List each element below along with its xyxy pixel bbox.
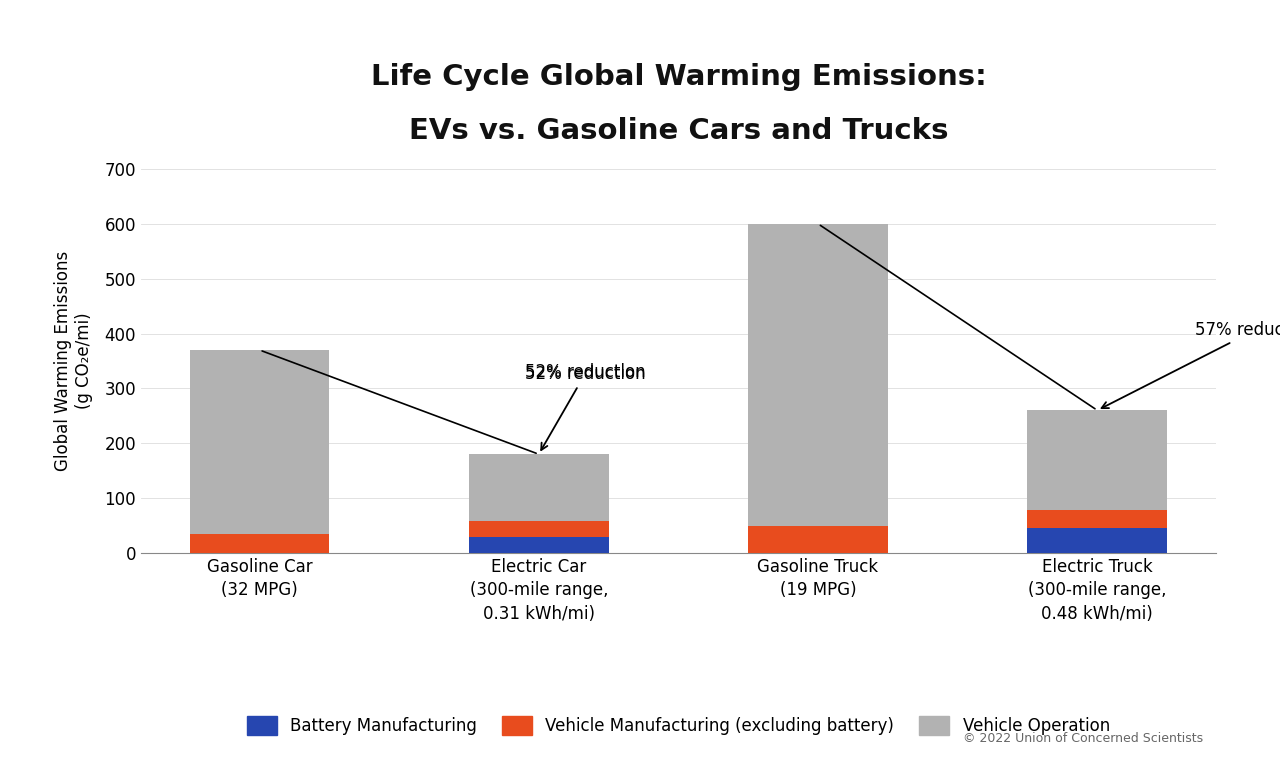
- Legend: Battery Manufacturing, Vehicle Manufacturing (excluding battery), Vehicle Operat: Battery Manufacturing, Vehicle Manufactu…: [238, 707, 1119, 743]
- Bar: [1028, 410, 1167, 510]
- Y-axis label: Global Warming Emissions
(g CO₂e/mi): Global Warming Emissions (g CO₂e/mi): [55, 251, 93, 471]
- Bar: [1028, 510, 1167, 528]
- Bar: [189, 534, 329, 553]
- Text: 52% reduction: 52% reduction: [525, 365, 645, 450]
- Text: EVs vs. Gasoline Cars and Trucks: EVs vs. Gasoline Cars and Trucks: [408, 117, 948, 144]
- Bar: [468, 521, 608, 537]
- Text: 57% reduction: 57% reduction: [1102, 321, 1280, 408]
- Bar: [189, 350, 329, 534]
- Text: 52% reduction: 52% reduction: [525, 363, 645, 381]
- Bar: [1028, 528, 1167, 553]
- Text: Life Cycle Global Warming Emissions:: Life Cycle Global Warming Emissions:: [370, 63, 987, 91]
- Bar: [468, 537, 608, 553]
- Bar: [749, 223, 888, 525]
- Bar: [468, 454, 608, 521]
- Text: © 2022 Union of Concerned Scientists: © 2022 Union of Concerned Scientists: [963, 732, 1203, 745]
- Bar: [749, 525, 888, 553]
